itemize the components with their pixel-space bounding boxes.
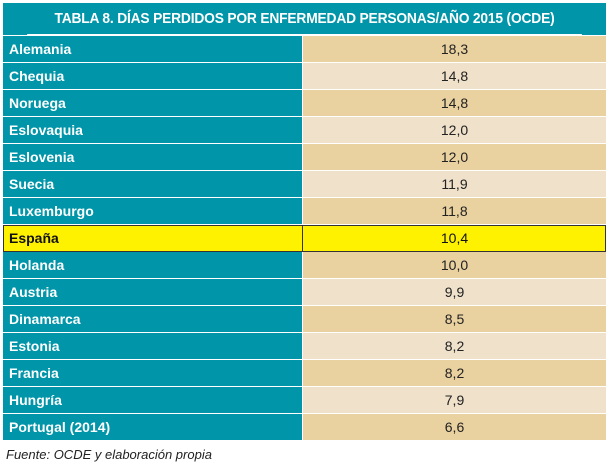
country-cell: Luxemburgo: [3, 198, 303, 224]
value-cell: 7,9: [303, 387, 606, 413]
value-cell: 10,0: [303, 252, 606, 278]
table-row: Suecia 11,9: [3, 171, 606, 198]
country-cell: Francia: [3, 360, 303, 386]
sick-days-table: TABLA 8. DÍAS PERDIDOS POR ENFERMEDAD PE…: [3, 3, 606, 441]
country-cell: Dinamarca: [3, 306, 303, 332]
country-cell: Noruega: [3, 90, 303, 116]
country-cell: Chequia: [3, 63, 303, 89]
table-body: Alemania 18,3 Chequia 14,8 Noruega 14,8 Eslova…: [3, 36, 606, 441]
table-title: TABLA 8. DÍAS PERDIDOS POR ENFERMEDAD PE…: [27, 3, 582, 35]
table-row: España 10,4: [3, 225, 606, 252]
country-cell: Alemania: [3, 36, 303, 62]
table-row: Portugal (2014) 6,6: [3, 414, 606, 441]
value-cell: 8,2: [303, 360, 606, 386]
value-cell: 11,8: [303, 198, 606, 224]
country-cell: Portugal (2014): [3, 414, 303, 440]
table-row: Holanda 10,0: [3, 252, 606, 279]
table-row: Luxemburgo 11,8: [3, 198, 606, 225]
value-cell: 8,5: [303, 306, 606, 332]
table-row: Eslovaquia 12,0: [3, 117, 606, 144]
value-cell: 11,9: [303, 171, 606, 197]
table-row: Alemania 18,3: [3, 36, 606, 63]
country-cell: Austria: [3, 279, 303, 305]
table-row: Dinamarca 8,5: [3, 306, 606, 333]
value-cell: 9,9: [303, 279, 606, 305]
country-cell: Hungría: [3, 387, 303, 413]
country-cell: España: [3, 225, 303, 251]
value-cell: 10,4: [303, 225, 606, 251]
country-cell: Eslovenia: [3, 144, 303, 170]
table-row: Noruega 14,8: [3, 90, 606, 117]
country-cell: Holanda: [3, 252, 303, 278]
value-cell: 14,8: [303, 63, 606, 89]
table-row: Eslovenia 12,0: [3, 144, 606, 171]
value-cell: 8,2: [303, 333, 606, 359]
table-row: Chequia 14,8: [3, 63, 606, 90]
value-cell: 12,0: [303, 117, 606, 143]
country-cell: Eslovaquia: [3, 117, 303, 143]
table-row: Austria 9,9: [3, 279, 606, 306]
value-cell: 14,8: [303, 90, 606, 116]
table-row: Francia 8,2: [3, 360, 606, 387]
table-header: TABLA 8. DÍAS PERDIDOS POR ENFERMEDAD PE…: [3, 3, 606, 36]
value-cell: 6,6: [303, 414, 606, 440]
value-cell: 18,3: [303, 36, 606, 62]
value-cell: 12,0: [303, 144, 606, 170]
country-cell: Estonia: [3, 333, 303, 359]
country-cell: Suecia: [3, 171, 303, 197]
table-row: Estonia 8,2: [3, 333, 606, 360]
table-row: Hungría 7,9: [3, 387, 606, 414]
source-note: Fuente: OCDE y elaboración propia: [6, 447, 212, 462]
